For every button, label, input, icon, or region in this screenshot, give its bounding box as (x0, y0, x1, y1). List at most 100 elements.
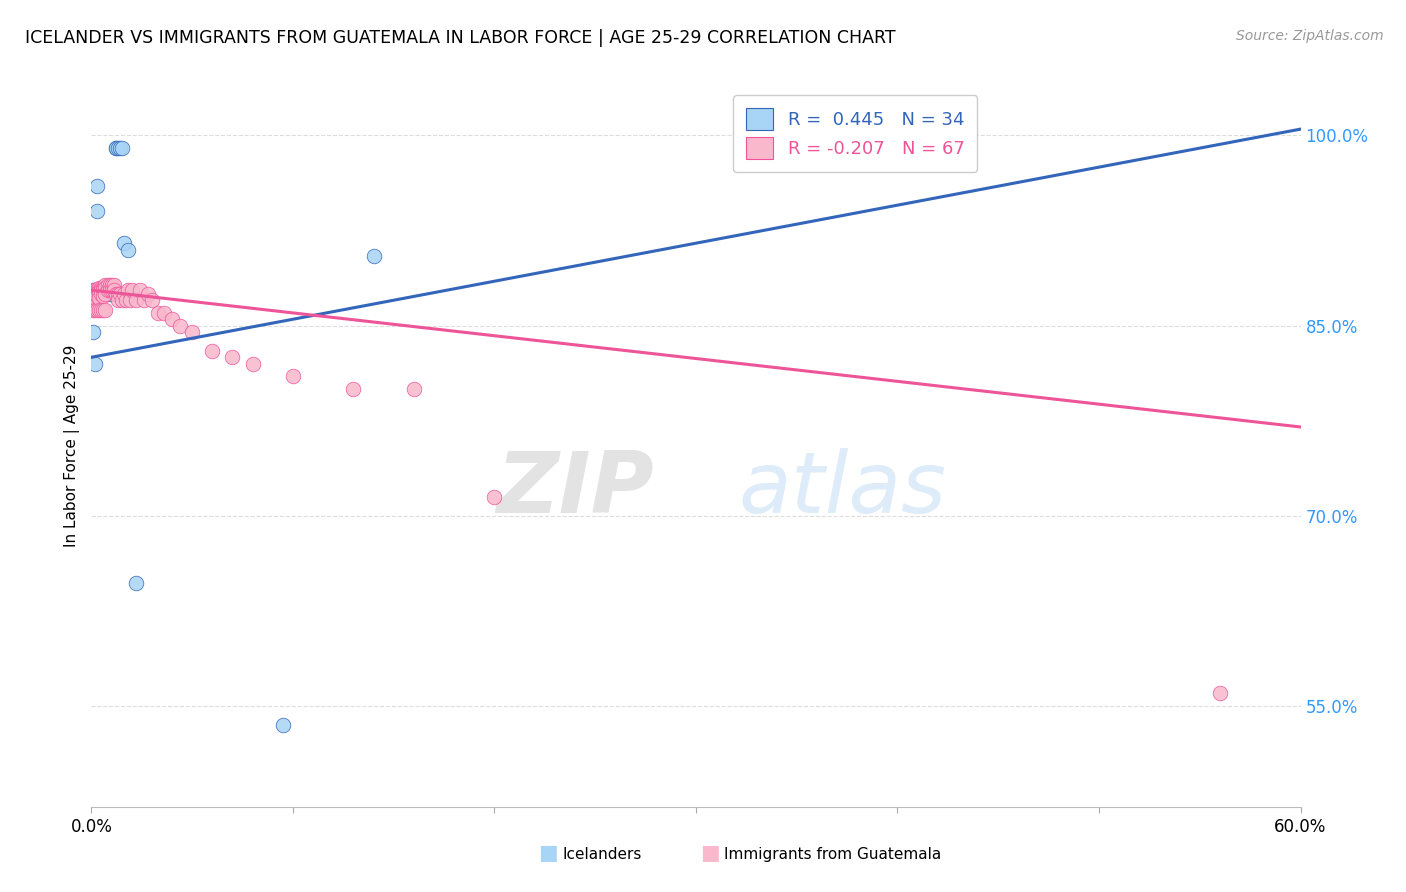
Point (90, 283, 112, 297)
Point (98, 283, 121, 297)
Point (84, 303, 107, 318)
Point (281, 369, 304, 384)
Point (169, 318, 191, 333)
Point (146, 306, 169, 320)
Point (153, 306, 176, 320)
Point (114, 293, 136, 308)
Point (117, 243, 139, 257)
Point (98, 286, 121, 301)
Point (111, 293, 132, 308)
Point (86, 285, 108, 300)
Point (104, 141, 127, 155)
Point (89, 291, 111, 305)
Point (112, 236, 135, 251)
Point (100, 286, 122, 301)
Point (84, 283, 107, 297)
Point (82, 285, 104, 300)
Point (89, 286, 111, 301)
Point (96, 283, 118, 297)
Point (89, 283, 111, 297)
Point (82, 285, 104, 300)
Point (107, 141, 129, 155)
Text: ZIP: ZIP (496, 448, 654, 531)
Point (89, 291, 111, 305)
Point (242, 357, 264, 371)
Point (82, 289, 104, 303)
Point (103, 283, 125, 297)
Point (84, 291, 107, 305)
Point (402, 382, 425, 396)
Point (86, 303, 108, 318)
Point (98, 278, 121, 293)
Point (107, 286, 129, 301)
Point (89, 280, 111, 294)
Point (84, 295, 107, 310)
Point (104, 141, 127, 155)
Point (201, 343, 224, 358)
Point (125, 575, 148, 590)
Point (94, 286, 117, 301)
Point (82, 294, 104, 309)
Point (118, 293, 141, 308)
Point (84, 357, 107, 371)
Point (93, 286, 115, 301)
Point (271, 718, 294, 732)
Point (98, 283, 121, 297)
Point (94, 283, 117, 297)
Point (108, 141, 131, 155)
Point (221, 351, 243, 365)
Point (89, 303, 111, 318)
Point (160, 312, 183, 326)
Point (94, 278, 117, 293)
Legend: R =  0.445   N = 34, R = -0.207   N = 67: R = 0.445 N = 34, R = -0.207 N = 67 (734, 95, 977, 172)
Point (82, 283, 104, 297)
Point (121, 283, 143, 297)
Point (84, 286, 107, 301)
Point (86, 179, 108, 194)
Point (103, 283, 125, 297)
Point (1209, 686, 1232, 700)
Point (484, 490, 506, 504)
Point (93, 303, 115, 318)
Point (181, 325, 204, 339)
Point (90, 283, 112, 297)
Point (93, 289, 115, 303)
Point (90, 303, 112, 318)
Point (96, 283, 118, 297)
Point (90, 286, 112, 301)
Point (100, 283, 122, 297)
Point (90, 286, 112, 301)
Point (125, 293, 148, 308)
Point (342, 382, 364, 396)
Point (89, 285, 111, 299)
Point (107, 293, 129, 308)
Text: Icelanders: Icelanders (562, 847, 641, 862)
Point (93, 283, 115, 297)
Text: ■: ■ (700, 844, 720, 863)
Point (136, 286, 159, 301)
Text: atlas: atlas (738, 448, 946, 531)
Point (94, 303, 117, 318)
Point (86, 204, 108, 219)
Point (86, 283, 108, 297)
Point (90, 280, 112, 294)
Point (112, 286, 135, 301)
Y-axis label: In Labor Force | Age 25-29: In Labor Force | Age 25-29 (65, 345, 80, 547)
Point (100, 283, 122, 297)
Point (86, 289, 108, 303)
Point (132, 293, 155, 308)
Point (111, 141, 132, 155)
Point (82, 291, 104, 305)
Text: Source: ZipAtlas.com: Source: ZipAtlas.com (1236, 29, 1384, 43)
Point (82, 283, 104, 297)
Point (93, 280, 115, 294)
Point (82, 325, 104, 339)
Point (82, 303, 104, 318)
Point (104, 286, 127, 301)
Point (82, 293, 104, 308)
Point (117, 283, 139, 297)
Point (94, 280, 117, 294)
Text: ICELANDER VS IMMIGRANTS FROM GUATEMALA IN LABOR FORCE | AGE 25-29 CORRELATION CH: ICELANDER VS IMMIGRANTS FROM GUATEMALA I… (25, 29, 896, 46)
Point (96, 278, 118, 293)
Point (103, 278, 125, 293)
